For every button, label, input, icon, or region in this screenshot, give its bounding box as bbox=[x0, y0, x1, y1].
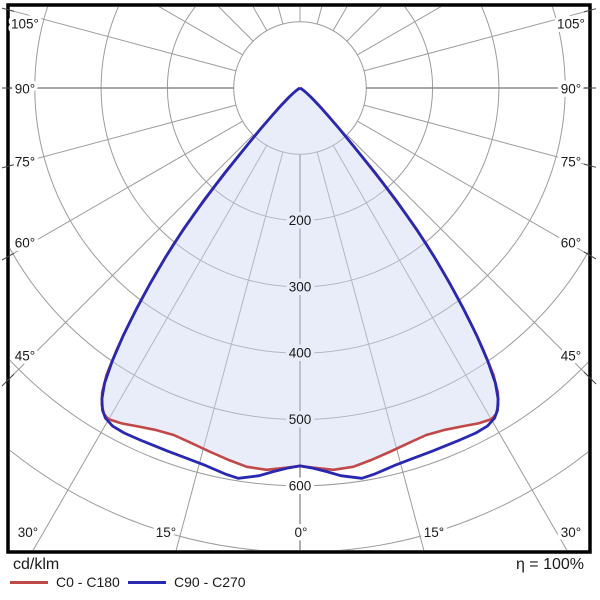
legend-label-c90-c270: C90 - C270 bbox=[174, 574, 246, 590]
angle-label-left: 90° bbox=[15, 82, 35, 97]
angle-label-left: 105° bbox=[11, 17, 39, 32]
grid-spoke bbox=[363, 104, 588, 166]
angle-label-right: 45° bbox=[561, 349, 581, 364]
angle-label-right: 105° bbox=[557, 17, 585, 32]
angle-tick bbox=[583, 163, 597, 168]
grid-spoke bbox=[363, 10, 588, 72]
angle-tick bbox=[1, 373, 15, 387]
angle-label-right: 90° bbox=[561, 82, 581, 97]
ring-label: 600 bbox=[289, 478, 312, 493]
grid-spoke bbox=[10, 9, 237, 72]
grid-spoke bbox=[316, 151, 425, 550]
ring-label: 400 bbox=[289, 346, 312, 361]
angle-label-left: 45° bbox=[15, 349, 35, 364]
angle-tick bbox=[1, 252, 15, 261]
angle-label-bottom: 0° bbox=[295, 525, 308, 540]
intensity-fill bbox=[101, 88, 499, 470]
intensity-curves bbox=[100, 86, 500, 480]
ring-label: 300 bbox=[289, 279, 312, 294]
angle-tick bbox=[583, 251, 597, 260]
grid-spoke bbox=[175, 151, 284, 550]
ring-label: 200 bbox=[289, 213, 312, 228]
angle-tick bbox=[583, 371, 597, 385]
legend-label-c0-c180: C0 - C180 bbox=[56, 574, 120, 590]
angle-label-bottom: 15° bbox=[156, 525, 176, 540]
angle-tick bbox=[1, 7, 15, 12]
grid-spoke bbox=[32, 145, 268, 550]
angle-ticks bbox=[1, 7, 597, 387]
grid-spoke bbox=[357, 120, 588, 255]
angle-tick bbox=[1, 164, 15, 169]
angle-label-left: 60° bbox=[15, 236, 35, 251]
grid-spoke bbox=[346, 134, 588, 377]
curve-c90-c270 bbox=[100, 86, 500, 480]
grid-spoke bbox=[10, 134, 254, 379]
grid-spoke bbox=[332, 145, 568, 550]
efficiency-label: η = 100% bbox=[515, 556, 584, 573]
legend-item-c0-c180: C0 - C180 bbox=[10, 574, 120, 590]
angle-label-right: 60° bbox=[561, 236, 581, 251]
grid-spoke bbox=[10, 104, 237, 167]
diagram-labels: 200 300 400 500 600 105° 105° 90° 90° 75° 75° 60° 60… bbox=[8, 13, 589, 544]
legend-swatch-blue bbox=[128, 580, 166, 584]
angle-label-bottom: 30° bbox=[18, 525, 38, 540]
plot-border bbox=[6, 3, 592, 554]
legend-item-c90-c270: C90 - C270 bbox=[128, 574, 246, 590]
angle-label-right: 75° bbox=[561, 155, 581, 170]
angle-tick bbox=[583, 8, 597, 13]
angle-label-bottom: 30° bbox=[561, 525, 581, 540]
angle-label-bottom: 15° bbox=[424, 525, 444, 540]
grid-spoke bbox=[10, 120, 243, 257]
legend-swatch-red bbox=[10, 580, 48, 584]
ring-label: 500 bbox=[289, 412, 312, 427]
angle-label-left: 75° bbox=[15, 155, 35, 170]
legend-unit-label: cd/klm bbox=[13, 556, 60, 573]
